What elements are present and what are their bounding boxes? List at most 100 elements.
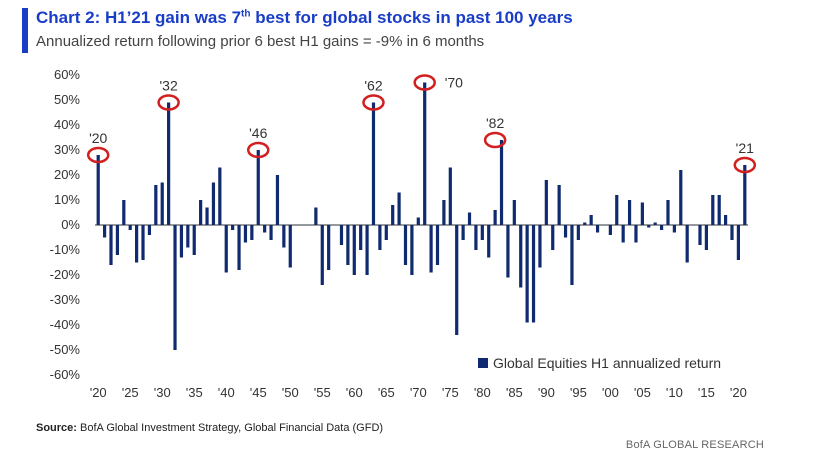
x-tick-label: '85 [506, 385, 523, 400]
x-tick-label: '45 [250, 385, 267, 400]
x-tick-label: '90 [538, 385, 555, 400]
chart-subtitle: Annualized return following prior 6 best… [36, 33, 485, 50]
bar-1970 [416, 217, 420, 225]
bar-2015 [704, 225, 708, 250]
bar-1940 [224, 225, 228, 273]
bar-1960 [352, 225, 356, 275]
bar-2006 [647, 225, 651, 228]
bar-1947 [269, 225, 273, 240]
bar-1959 [346, 225, 350, 265]
bar-1941 [231, 225, 235, 230]
bar-1963 [371, 102, 376, 225]
bar-1949 [282, 225, 286, 248]
bar-1932 [173, 225, 177, 350]
bar-1997 [589, 215, 593, 225]
x-tick-label: '35 [186, 385, 203, 400]
bar-2005 [640, 202, 644, 225]
bar-1954 [314, 207, 318, 225]
bar-1979 [474, 225, 478, 250]
bar-2007 [653, 222, 657, 225]
highlight-circle-1971 [413, 74, 436, 91]
highlight-circle-2021 [733, 156, 757, 174]
bar-1981 [487, 225, 491, 258]
y-tick-label: 50% [54, 92, 80, 107]
bar-1952 [301, 225, 305, 226]
bar-2016 [711, 195, 715, 225]
bar-1943 [243, 225, 248, 243]
bar-1982 [493, 210, 497, 225]
bar-2010 [672, 225, 676, 233]
bar-1929 [154, 185, 158, 225]
bar-1925 [128, 225, 132, 230]
bar-1988 [531, 225, 536, 323]
bar-1946 [263, 225, 267, 233]
bar-1935 [192, 225, 196, 255]
bar-1976 [455, 225, 459, 335]
bar-2009 [666, 200, 670, 225]
bar-2008 [659, 225, 664, 230]
y-tick-label: 60% [54, 67, 80, 82]
bar-1957 [333, 225, 337, 226]
x-tick-label: '15 [698, 385, 715, 400]
x-tick-label: '20 [730, 385, 747, 400]
bar-1953 [307, 225, 312, 226]
bar-1942 [237, 225, 241, 270]
bar-1998 [595, 225, 600, 233]
bar-1975 [448, 167, 452, 225]
legend-label: Global Equities H1 annualized return [493, 355, 721, 371]
chart-title: Chart 2: H1’21 gain was 7th best for glo… [36, 8, 573, 28]
bar-1971 [423, 82, 427, 225]
bar-1931 [167, 102, 171, 225]
annotation-label-2021: '21 [736, 140, 754, 156]
bar-1973 [435, 225, 440, 265]
bar-1945 [256, 150, 260, 225]
annotation-label-1931: '32 [159, 78, 177, 94]
title-suffix: best for global stocks in past 100 years [250, 8, 573, 27]
bar-1958 [339, 225, 344, 245]
highlight-circle-1920 [86, 146, 110, 164]
bar-2021 [743, 165, 747, 225]
bar-1964 [378, 225, 382, 250]
highlight-circle-1931 [157, 94, 180, 111]
bar-1996 [583, 222, 587, 225]
y-tick-label: -40% [50, 317, 81, 332]
x-tick-label: '30 [154, 385, 171, 400]
y-tick-label: -30% [50, 292, 81, 307]
bar-1923 [115, 225, 120, 255]
bar-1992 [557, 185, 561, 225]
bar-1990 [544, 180, 548, 225]
bar-1930 [160, 182, 164, 225]
bar-1955 [320, 225, 324, 285]
x-tick-label: '75 [442, 385, 459, 400]
y-tick-label: -10% [50, 242, 81, 257]
highlight-circle-1982 [483, 131, 507, 149]
bar-2018 [723, 215, 728, 225]
x-tick-label: '55 [314, 385, 331, 400]
bar-2001 [615, 195, 619, 225]
bar-1993 [563, 225, 568, 238]
highlight-circle-1963 [362, 94, 385, 111]
bar-1980 [480, 225, 484, 240]
y-tick-label: -50% [50, 342, 81, 357]
bar-1983 [499, 140, 504, 225]
x-tick-label: '65 [378, 385, 395, 400]
x-tick-label: '80 [474, 385, 491, 400]
bar-2012 [685, 225, 689, 263]
y-tick-label: 10% [54, 192, 80, 207]
annotation-label-1971: '70 [445, 75, 463, 91]
bar-2013 [691, 225, 696, 226]
bar-1951 [295, 225, 299, 226]
bar-2020 [736, 225, 740, 260]
bar-1962 [365, 225, 369, 275]
source-label: Source: [36, 422, 77, 434]
y-tick-label: 30% [54, 142, 80, 157]
bar-1994 [570, 225, 574, 285]
bar-1939 [218, 167, 222, 225]
bar-1924 [122, 200, 126, 225]
y-tick-label: 40% [54, 117, 80, 132]
highlight-circle-1945 [247, 141, 270, 159]
bar-2004 [634, 225, 638, 243]
title-accent-bar [22, 8, 28, 53]
x-tick-label: '40 [218, 385, 235, 400]
bar-1967 [397, 192, 401, 225]
